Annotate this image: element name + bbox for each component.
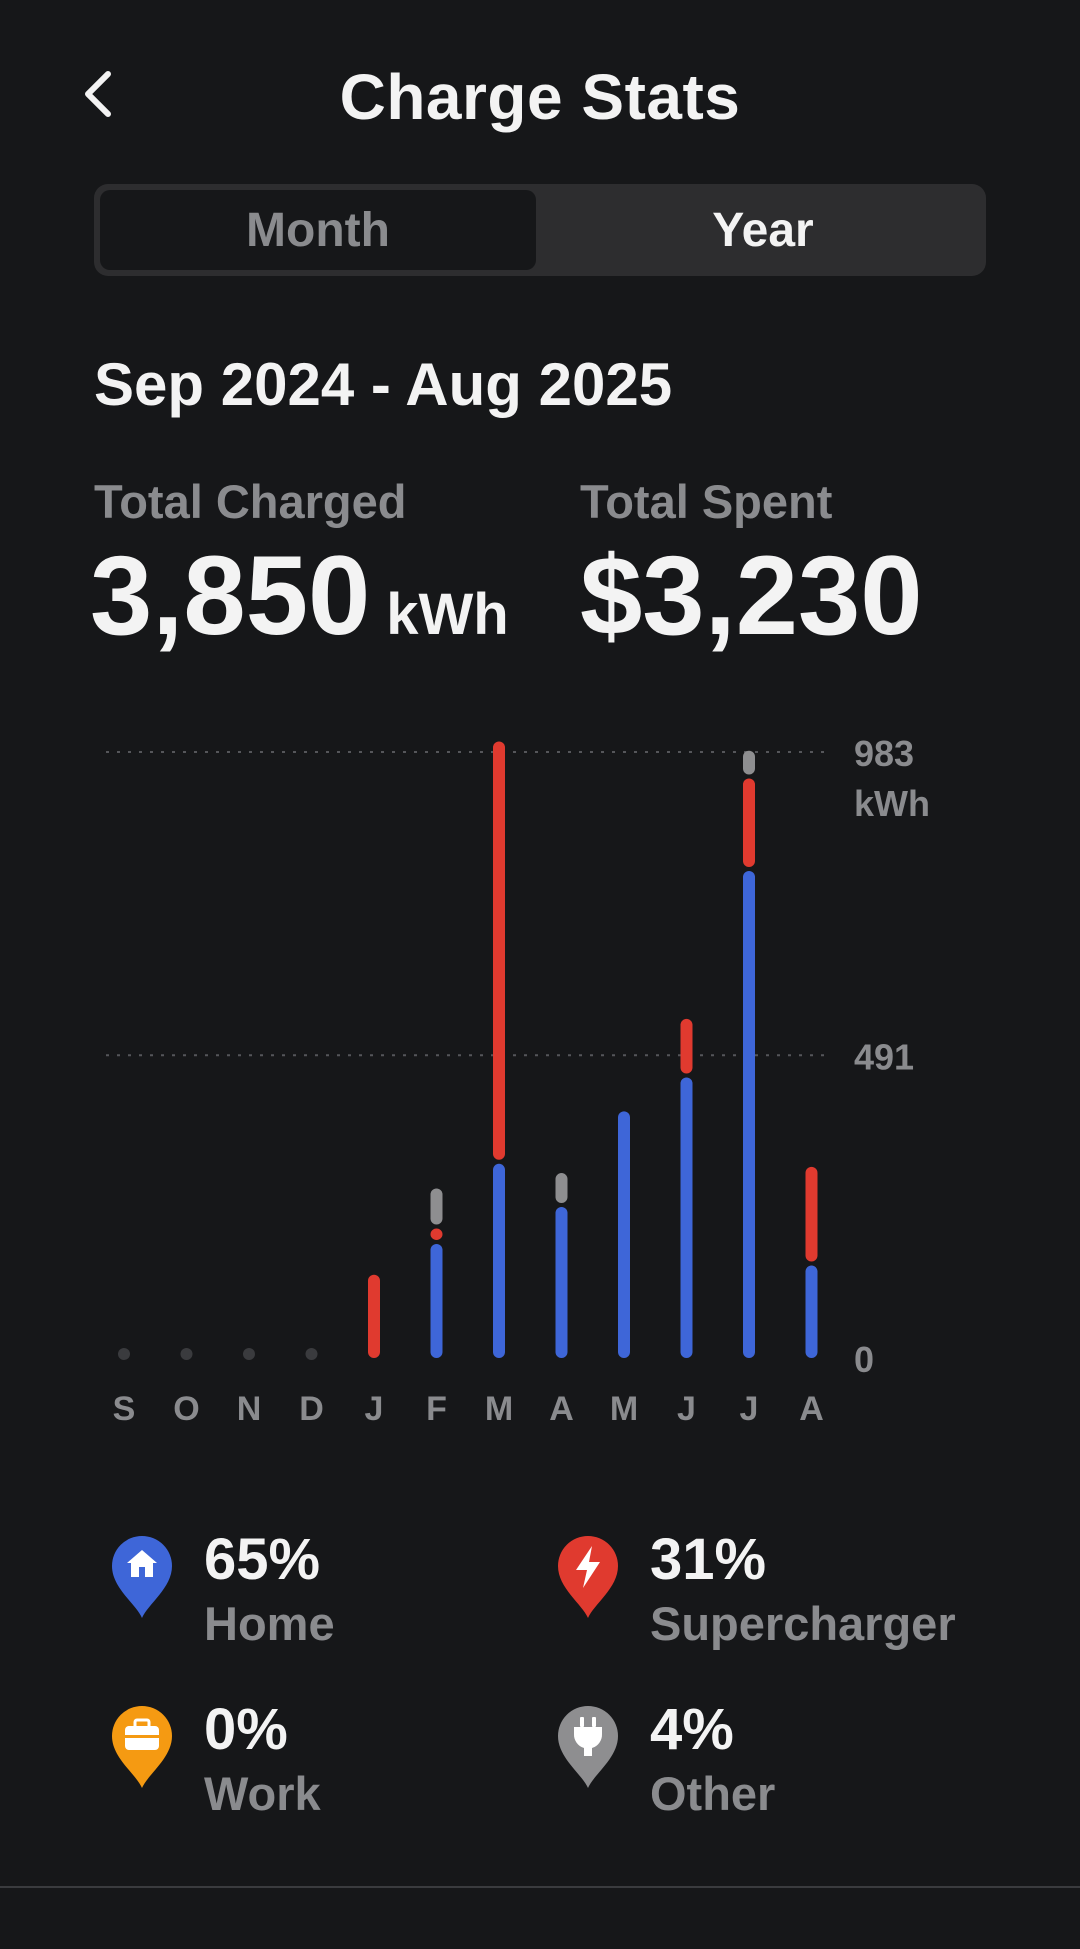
empty-month-dot-0 [118, 1348, 130, 1360]
date-range-label: Sep 2024 - Aug 2025 [94, 351, 673, 418]
legend-item-supercharger: 31% Supercharger [556, 1527, 976, 1674]
x-tick-label-9: J [677, 1390, 696, 1428]
x-tick-label-0: S [113, 1390, 136, 1428]
legend-work-percent: 0% [204, 1697, 288, 1762]
x-tick-label-8: M [610, 1390, 638, 1428]
legend-other-label: Other [650, 1767, 776, 1820]
total-charged-number: 3,850 [90, 533, 371, 658]
x-tick-label-11: A [799, 1390, 824, 1428]
x-tick-label-6: M [485, 1390, 513, 1428]
bar-5-home [430, 1243, 443, 1358]
x-tick-label-10: J [740, 1390, 759, 1428]
segment-year-tab[interactable]: Year [712, 203, 814, 257]
total-spent-label: Total Spent [580, 475, 833, 528]
legend-supercharger-label: Supercharger [650, 1597, 956, 1650]
bottom-divider [0, 1886, 1080, 1888]
bar-8-home [618, 1111, 630, 1358]
x-tick-label-2: N [237, 1390, 262, 1428]
bar-10-other [743, 750, 755, 775]
bar-7-home [555, 1206, 568, 1358]
bar-11-supercharger [805, 1166, 818, 1262]
y-tick-label-491: 491 [854, 1036, 914, 1077]
period-segmented-control: Month Year [94, 184, 986, 276]
bar-10-supercharger [743, 778, 755, 867]
bar-11-home [805, 1265, 818, 1358]
plug-icon [558, 1706, 618, 1788]
y-tick-label-983: 983 [854, 733, 914, 774]
bar-9-supercharger [680, 1018, 693, 1074]
bar-9-home [680, 1077, 693, 1358]
legend-item-other: 4% Other [556, 1697, 976, 1844]
empty-month-dot-2 [243, 1348, 255, 1360]
bar-5-other [430, 1188, 443, 1225]
legend-work-label: Work [204, 1767, 321, 1820]
back-chevron-icon[interactable] [72, 66, 128, 122]
legend-home-percent: 65% [204, 1527, 321, 1592]
legend-item-work: 0% Work [110, 1697, 530, 1844]
total-charged-unit: kWh [386, 582, 509, 647]
empty-month-dot-1 [180, 1348, 193, 1360]
legend-supercharger-percent: 31% [650, 1527, 767, 1592]
total-charged-value: 3,850 kWh [90, 540, 509, 652]
total-charged-label: Total Charged [94, 475, 407, 528]
x-tick-label-4: J [365, 1390, 384, 1428]
y-tick-label-0: 0 [854, 1339, 874, 1380]
x-tick-label-7: A [549, 1390, 574, 1428]
bolt-icon [558, 1536, 618, 1618]
bar-6-home [493, 1163, 505, 1358]
bar-7-other [555, 1173, 568, 1203]
legend-item-home: 65% Home [110, 1527, 530, 1674]
home-icon [112, 1536, 172, 1618]
x-tick-label-5: F [426, 1390, 447, 1428]
page-title: Charge Stats [339, 61, 741, 133]
legend-other-percent: 4% [650, 1697, 734, 1762]
x-tick-label-1: O [173, 1390, 199, 1428]
briefcase-icon [112, 1706, 172, 1788]
bar-10-home [743, 870, 755, 1358]
x-tick-label-3: D [299, 1390, 324, 1428]
empty-month-dot-3 [305, 1348, 318, 1360]
bar-6-supercharger [493, 741, 505, 1160]
legend-home-label: Home [204, 1597, 335, 1650]
total-spent-value: $3,230 [580, 533, 923, 658]
bar-5-supercharger [430, 1228, 443, 1240]
bar-4-supercharger [368, 1274, 380, 1358]
segment-month-tab[interactable]: Month [100, 190, 536, 270]
y-axis-unit-label: kWh [854, 783, 930, 824]
